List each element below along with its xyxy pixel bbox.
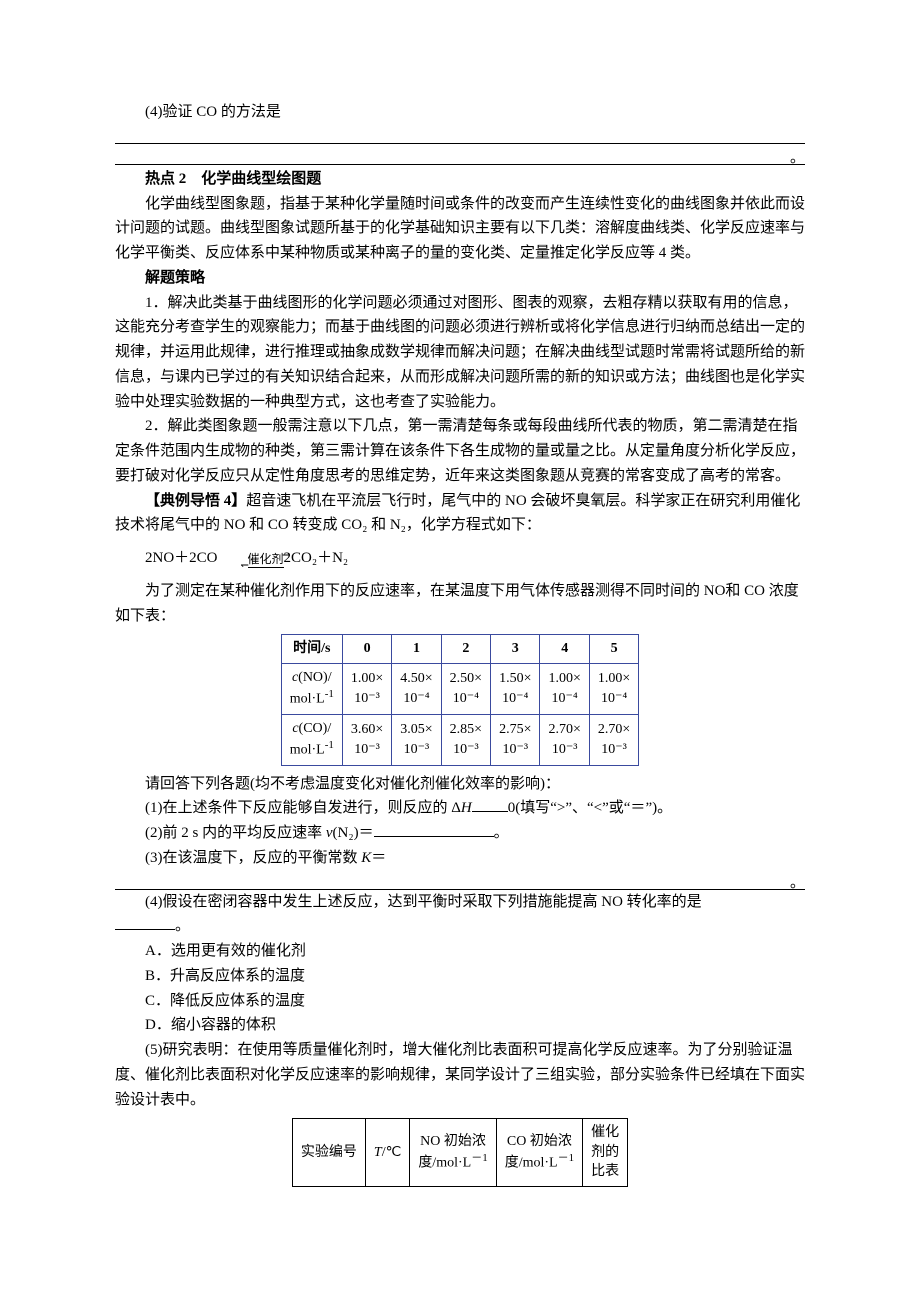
option-b: B．升高反应体系的温度 xyxy=(115,964,805,989)
design-table: 实验编号 T/℃ NO 初始浓度/mol·L－1 CO 初始浓度/mol·L－1… xyxy=(292,1118,628,1187)
th-3: 3 xyxy=(491,635,540,664)
option-c: C．降低反应体系的温度 xyxy=(115,989,805,1014)
q5: (5)研究表明：在使用等质量催化剂时，增大催化剂比表面积可提高化学反应速率。为了… xyxy=(115,1038,805,1112)
q2: (2)前 2 s 内的平均反应速率 v(N₂)＝。 xyxy=(115,821,805,846)
hot2-p2: 1．解决此类基于曲线图形的化学问题必须通过对图形、图表的观察，去粗存精以获取有用… xyxy=(115,291,805,415)
q4-text: (4)假设在密闭容器中发生上述反应，达到平衡时采取下列措施能提高 NO 转化率的… xyxy=(115,890,805,915)
t2-c2: NO 初始浓度/mol·L－1 xyxy=(410,1119,496,1187)
q1-blank xyxy=(472,796,508,812)
t2-c3: CO 初始浓度/mol·L－1 xyxy=(496,1119,582,1187)
th-0: 0 xyxy=(342,635,391,664)
th-5: 5 xyxy=(589,635,638,664)
example4-para2: 为了测定在某种催化剂作用下的反应速率，在某温度下用气体传感器测得不同时间的 NO… xyxy=(115,579,805,629)
example4-intro: 【典例导悟 4】超音速飞机在平流层飞行时，尾气中的 NO 会破坏臭氧层。科学家正… xyxy=(115,489,805,539)
q4-blank-1 xyxy=(115,125,805,144)
eq-right: 2CO₂＋N₂ xyxy=(284,550,349,566)
hot2-p3: 2．解此类图象题一般需注意以下几点，第一需清楚每条或每段曲线所代表的物质，第二需… xyxy=(115,414,805,488)
table-row-co: c(CO)/mol·L-1 3.60×10⁻³ 3.05×10⁻³ 2.85×1… xyxy=(281,714,639,765)
q4-underline: 。 xyxy=(115,914,805,939)
page-container: (4)验证 CO 的方法是 热点 2 化学曲线型绘图题 化学曲线型图象题，指基于… xyxy=(0,0,920,1233)
option-a: A．选用更有效的催化剂 xyxy=(115,939,805,964)
eq-left: 2NO＋2CO xyxy=(145,550,218,566)
th-time: 时间/s xyxy=(281,635,342,664)
concentration-table: 时间/s 0 1 2 3 4 5 c(NO)/mol·L-1 1.00×10⁻³… xyxy=(281,634,640,765)
th-1: 1 xyxy=(392,635,441,664)
hotspot-title: 热点 2 化学曲线型绘图题 xyxy=(115,167,805,192)
strategy-title: 解题策略 xyxy=(115,266,805,291)
equilibrium-arrow-icon: ⇀ 催化剂 ↽ xyxy=(218,553,284,565)
th-4: 4 xyxy=(540,635,589,664)
option-d: D．缩小容器的体积 xyxy=(115,1013,805,1038)
equation: 2NO＋2CO ⇀ 催化剂 ↽ 2CO₂＋N₂ xyxy=(115,546,805,571)
q3: (3)在该温度下，反应的平衡常数 K＝ xyxy=(115,846,805,871)
q3-blank xyxy=(115,871,805,890)
t2-c4: 催化剂的比表 xyxy=(583,1119,628,1187)
q4-blank-2 xyxy=(115,146,805,165)
t2-c1: T/℃ xyxy=(365,1119,409,1187)
hot2-p1: 化学曲线型图象题，指基于某种化学量随时间或条件的改变而产生连续性变化的曲线图象并… xyxy=(115,192,805,266)
q1: (1)在上述条件下反应能够自发进行，则反应的 ΔH0(填写“>”、“<”或“＝”… xyxy=(115,796,805,821)
questions-head: 请回答下列各题(均不考虑温度变化对催化剂催化效率的影响)： xyxy=(115,772,805,797)
table-row-no: c(NO)/mol·L-1 1.00×10⁻³ 4.50×10⁻⁴ 2.50×1… xyxy=(281,663,639,714)
table-row-head2: 实验编号 T/℃ NO 初始浓度/mol·L－1 CO 初始浓度/mol·L－1… xyxy=(292,1119,627,1187)
example4-title: 【典例导悟 4】 xyxy=(145,493,246,509)
q4-prompt: (4)验证 CO 的方法是 xyxy=(115,100,805,125)
th-2: 2 xyxy=(441,635,490,664)
t2-c0: 实验编号 xyxy=(292,1119,365,1187)
q2-blank xyxy=(374,821,494,837)
table-row-head: 时间/s 0 1 2 3 4 5 xyxy=(281,635,639,664)
